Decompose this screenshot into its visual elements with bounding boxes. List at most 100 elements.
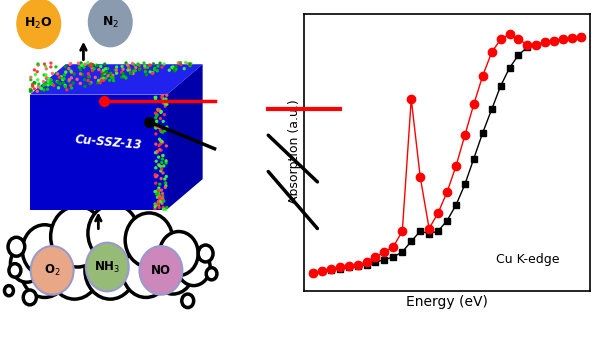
Point <box>155 193 164 199</box>
Point <box>167 65 177 70</box>
Point <box>49 83 58 88</box>
Point <box>154 199 163 204</box>
Point <box>109 78 119 83</box>
Point <box>26 89 36 94</box>
Point <box>141 72 151 77</box>
Point <box>152 173 162 178</box>
Point <box>131 65 140 70</box>
Circle shape <box>89 0 132 46</box>
Point <box>160 61 169 67</box>
Point <box>29 80 39 85</box>
Point <box>158 119 168 124</box>
Point <box>153 124 163 130</box>
Point <box>154 192 164 198</box>
Point <box>154 195 164 201</box>
Point <box>108 73 118 78</box>
Point <box>162 124 172 130</box>
Point <box>155 182 164 187</box>
Point <box>156 168 166 174</box>
Point <box>155 147 164 152</box>
Point <box>185 62 195 67</box>
Point <box>112 71 122 76</box>
Point <box>162 101 172 107</box>
Point <box>77 63 87 68</box>
Point <box>150 206 160 211</box>
Point <box>147 71 157 76</box>
Circle shape <box>86 243 129 291</box>
Point <box>160 112 169 117</box>
Point <box>139 61 149 66</box>
Point <box>57 76 67 81</box>
Point <box>83 60 93 65</box>
Circle shape <box>178 248 210 286</box>
Point <box>26 88 36 94</box>
Point <box>176 62 185 67</box>
Point <box>60 72 69 77</box>
Point <box>90 75 100 80</box>
Point <box>150 125 160 130</box>
Point <box>161 180 170 186</box>
Text: N$_2$: N$_2$ <box>102 15 119 29</box>
Point <box>154 162 163 167</box>
Point <box>99 68 108 73</box>
Point <box>99 71 109 76</box>
Point <box>154 202 163 208</box>
Point <box>126 70 135 76</box>
Text: Cu K-edge: Cu K-edge <box>495 253 559 266</box>
Point <box>47 80 57 86</box>
Point <box>28 83 37 89</box>
Point <box>149 61 158 67</box>
Point <box>102 69 111 75</box>
Point <box>140 63 149 69</box>
Point <box>37 86 46 91</box>
Circle shape <box>8 237 25 256</box>
Circle shape <box>23 290 36 305</box>
Point <box>158 93 167 98</box>
Point <box>28 83 37 89</box>
Point <box>26 88 36 93</box>
Point <box>31 72 40 77</box>
Point <box>129 62 139 67</box>
Point <box>160 125 169 130</box>
Point <box>85 81 95 87</box>
Point <box>160 128 170 134</box>
Point <box>185 63 195 68</box>
Point <box>87 66 97 71</box>
Text: Cu-SSZ-13: Cu-SSZ-13 <box>75 133 143 152</box>
Point <box>161 174 171 179</box>
Point <box>154 125 163 130</box>
Point <box>152 68 162 74</box>
Point <box>157 95 167 100</box>
Point <box>43 87 52 92</box>
Point <box>157 201 167 206</box>
Point <box>158 156 167 162</box>
Point <box>157 65 167 70</box>
Point <box>156 110 166 115</box>
Point <box>152 195 162 200</box>
Point <box>135 67 144 72</box>
Point <box>39 79 48 84</box>
Circle shape <box>10 245 43 282</box>
Point <box>65 62 75 67</box>
Point <box>54 85 63 91</box>
Point <box>131 68 140 73</box>
Point <box>153 107 163 113</box>
Point <box>76 71 85 76</box>
Point <box>161 160 171 166</box>
Point <box>161 207 170 212</box>
Point <box>161 158 171 164</box>
Point <box>135 66 144 72</box>
Point <box>75 81 85 86</box>
Point <box>164 68 174 73</box>
Circle shape <box>51 206 104 267</box>
Point <box>133 62 143 67</box>
Point <box>151 141 161 147</box>
Point <box>119 71 128 76</box>
Point <box>158 153 167 158</box>
Point <box>66 61 75 66</box>
Point <box>158 153 168 158</box>
Point <box>173 60 183 66</box>
Point <box>145 69 155 75</box>
Point <box>158 204 168 210</box>
Circle shape <box>9 264 21 277</box>
